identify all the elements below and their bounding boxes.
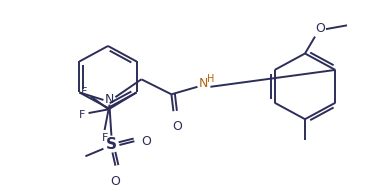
Text: O: O xyxy=(172,120,182,133)
Text: N: N xyxy=(105,94,114,106)
Text: O: O xyxy=(142,135,151,148)
Text: S: S xyxy=(106,137,117,152)
Text: O: O xyxy=(111,175,120,187)
Text: F: F xyxy=(101,134,108,143)
Text: F: F xyxy=(78,110,85,120)
Text: H: H xyxy=(207,74,214,84)
Text: N: N xyxy=(199,77,208,91)
Text: O: O xyxy=(315,22,325,35)
Text: F: F xyxy=(81,88,87,97)
